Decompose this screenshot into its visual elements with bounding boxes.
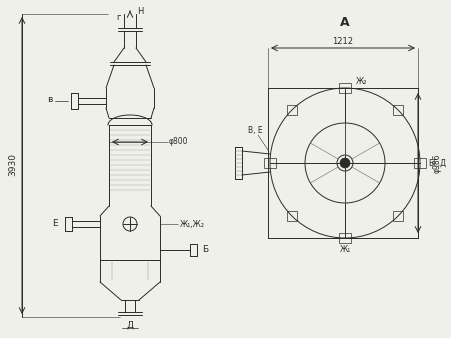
Bar — [338, 233, 350, 243]
Text: БГ,Д: БГ,Д — [427, 159, 445, 168]
Text: Б: Б — [202, 245, 207, 255]
Text: Ж₁: Ж₁ — [339, 245, 350, 255]
Circle shape — [339, 158, 349, 168]
Text: Ж₂: Ж₂ — [355, 77, 367, 87]
Bar — [392, 211, 402, 221]
Text: В, Е: В, Е — [247, 125, 262, 135]
Text: А: А — [340, 16, 349, 28]
Bar — [286, 105, 296, 115]
Text: φ800: φ800 — [168, 138, 187, 146]
Text: 3930: 3930 — [9, 153, 18, 176]
Bar — [286, 211, 296, 221]
Text: φ986: φ986 — [432, 153, 441, 173]
Bar — [392, 105, 402, 115]
Bar — [413, 158, 425, 168]
Text: г: г — [115, 13, 120, 22]
Text: Ж₁,Ж₂: Ж₁,Ж₂ — [179, 219, 204, 228]
Text: Е: Е — [52, 219, 58, 228]
Text: Н: Н — [137, 7, 143, 17]
Bar — [338, 83, 350, 93]
Bar — [263, 158, 276, 168]
Text: Д: Д — [126, 320, 133, 330]
Text: 1212: 1212 — [332, 38, 353, 47]
Text: в: в — [47, 96, 53, 104]
